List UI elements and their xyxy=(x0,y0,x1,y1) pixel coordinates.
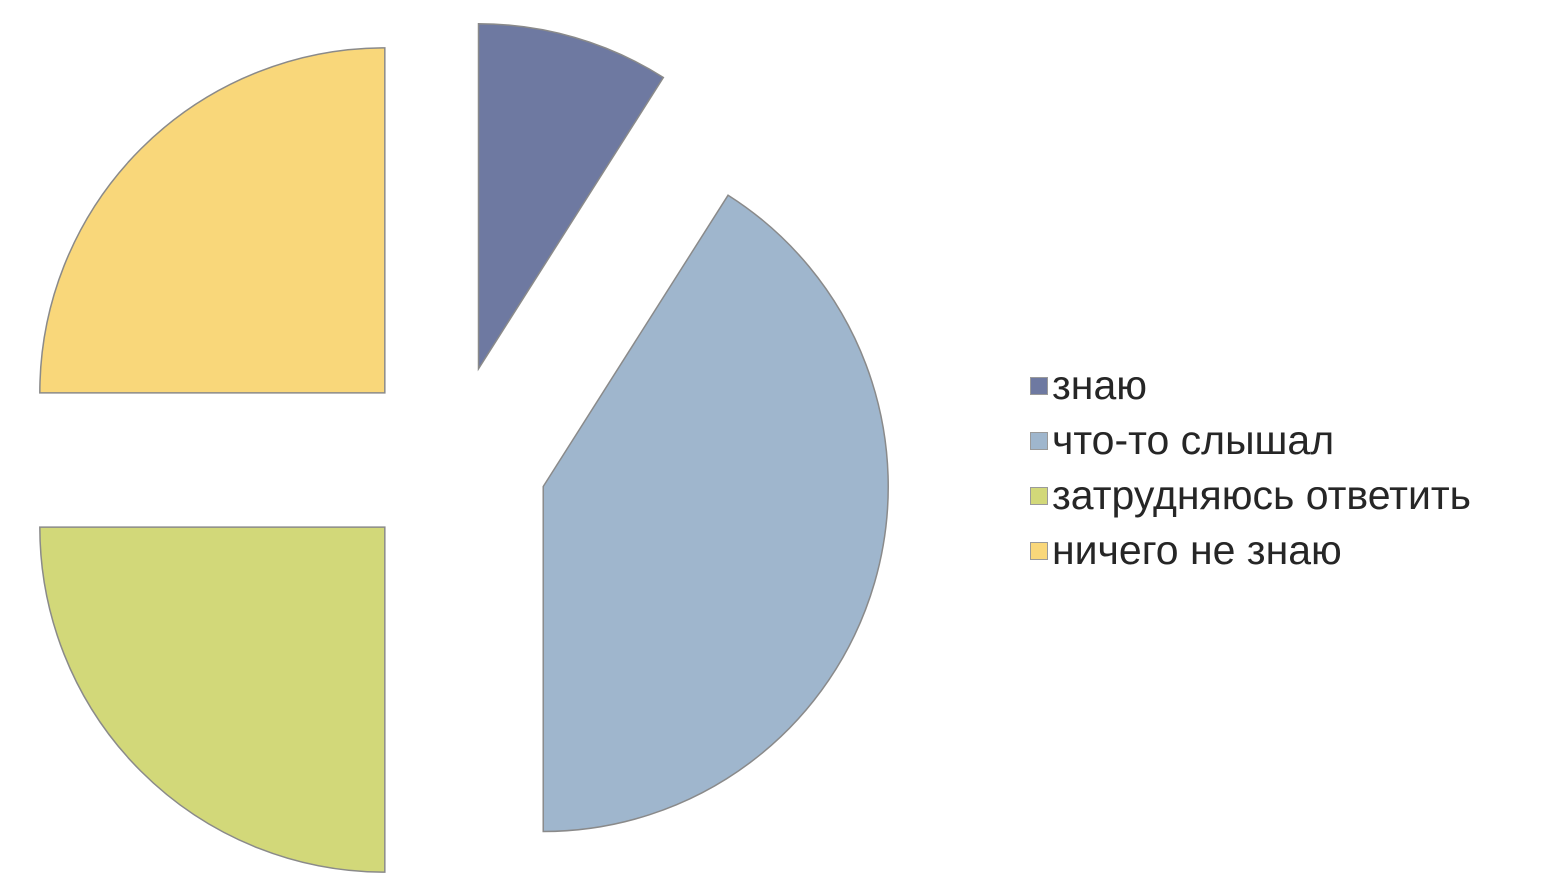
legend-item: затрудняюсь ответить xyxy=(1030,468,1471,523)
legend-item: что-то слышал xyxy=(1030,413,1471,468)
legend-swatch-icon xyxy=(1030,376,1048,395)
legend-swatch-icon xyxy=(1030,486,1048,505)
pie-slice xyxy=(39,47,386,394)
legend-item: знаю xyxy=(1030,358,1471,413)
pie-slice xyxy=(477,23,665,372)
legend-label: затрудняюсь ответить xyxy=(1052,472,1471,518)
pie-slice xyxy=(542,194,889,833)
legend-swatch-icon xyxy=(1030,431,1048,450)
legend-label: знаю xyxy=(1052,362,1147,408)
legend-swatch-icon xyxy=(1030,541,1048,560)
legend-item: ничего не знаю xyxy=(1030,523,1471,578)
legend-label: ничего не знаю xyxy=(1052,527,1342,573)
legend: знаю что-то слышал затрудняюсь ответить … xyxy=(1030,358,1471,578)
legend-label: что-то слышал xyxy=(1052,417,1335,463)
pie-slice xyxy=(39,526,386,873)
